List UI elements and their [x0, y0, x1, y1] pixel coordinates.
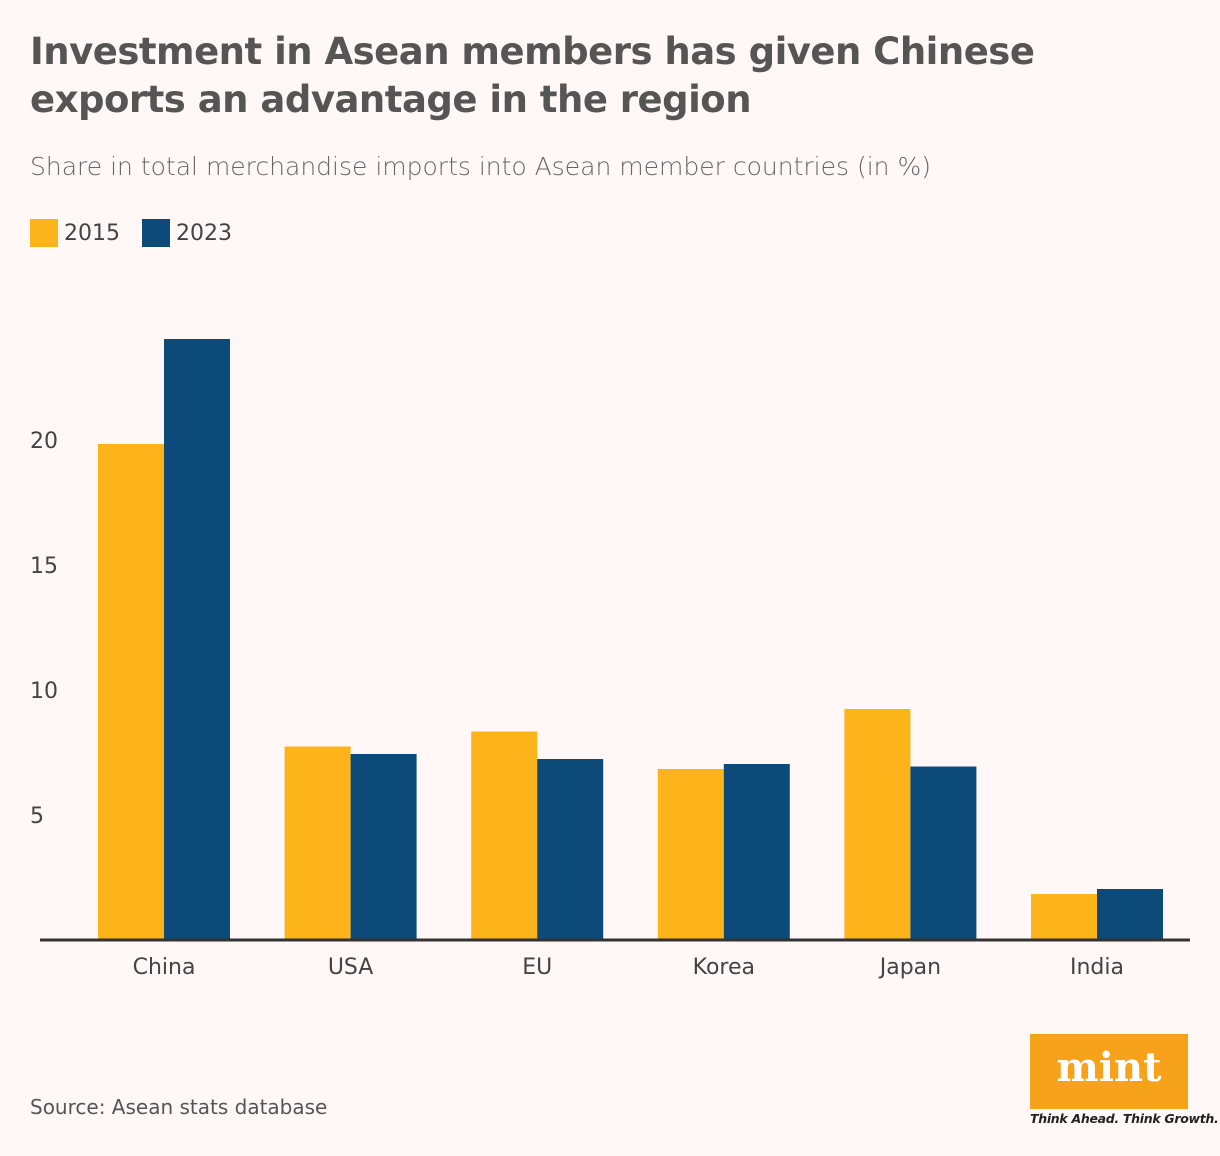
logo-tagline: Think Ahead. Think Growth.: [1030, 1111, 1219, 1126]
x-tick-label: USA: [328, 955, 374, 980]
chart-subtitle: Share in total merchandise imports into …: [30, 152, 931, 181]
chart-title: Investment in Asean members has given Ch…: [30, 30, 1035, 121]
mint-logo: mint: [1030, 1034, 1188, 1109]
y-tick-label: 20: [30, 429, 58, 454]
legend-swatch-2023: [142, 219, 170, 247]
bar-eu-2023: [537, 759, 604, 939]
x-tick-label: EU: [522, 955, 552, 980]
bar-japan-2023: [910, 766, 977, 939]
x-tick-label: Korea: [693, 955, 755, 980]
x-tick-label: Japan: [878, 955, 941, 980]
x-tick-label: India: [1070, 955, 1124, 980]
bar-korea-2015: [657, 769, 724, 939]
x-tick-label: China: [133, 955, 196, 980]
bar-india-2023: [1097, 889, 1163, 939]
legend-swatch-2015: [30, 219, 58, 247]
bar-japan-2015: [844, 709, 911, 939]
y-tick-label: 15: [30, 554, 58, 579]
bar-usa-2023: [350, 754, 417, 939]
logo-text: mint: [1056, 1044, 1162, 1091]
source-note: Source: Asean stats database: [30, 1095, 328, 1119]
bar-china-2023: [164, 339, 230, 939]
bar-usa-2015: [284, 746, 351, 939]
bar-india-2015: [1031, 894, 1097, 939]
legend-label-2023: 2023: [176, 220, 232, 246]
legend: 2015 2023: [30, 219, 254, 247]
bar-chart: 5 10 15 20 China USA EU Korea Japan India: [30, 339, 1190, 980]
legend-label-2015: 2015: [64, 220, 120, 246]
y-tick-label: 5: [30, 804, 44, 829]
bar-korea-2023: [723, 764, 790, 939]
y-tick-label: 10: [30, 679, 58, 704]
bar-eu-2015: [471, 731, 538, 939]
bar-china-2015: [98, 444, 164, 939]
